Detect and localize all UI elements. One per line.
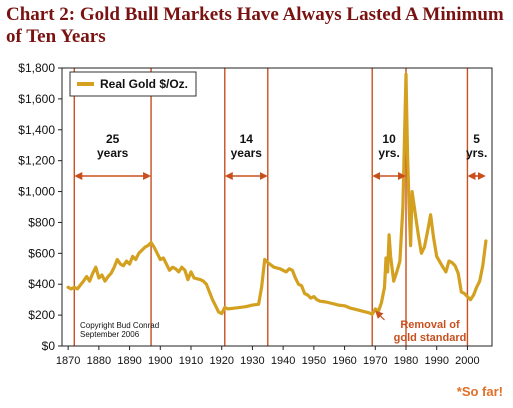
copyright-line-1: Copyright Bud Conrad (80, 321, 159, 330)
duration-unit: years (97, 146, 129, 160)
x-tick-label: 1890 (117, 355, 141, 367)
y-tick-label: $400 (28, 277, 55, 291)
legend-label: Real Gold $/Oz. (100, 77, 188, 91)
duration-unit: yrs. (466, 146, 487, 160)
x-tick-label: 1900 (148, 355, 172, 367)
x-tick-label: 1960 (332, 355, 356, 367)
gold-price-line (66, 72, 488, 316)
y-tick-label: $1,000 (18, 185, 55, 199)
x-tick-label: 1910 (179, 355, 203, 367)
x-tick-label: 1980 (394, 355, 418, 367)
y-tick-label: $1,200 (18, 154, 55, 168)
footnote: *So far! (456, 384, 503, 399)
duration-unit: yrs. (378, 146, 399, 160)
x-tick-label: 1990 (424, 355, 448, 367)
y-tick-label: $1,600 (18, 92, 55, 106)
y-tick-label: $1,800 (18, 61, 55, 75)
duration-number: 5 (473, 132, 480, 146)
duration-number: 10 (382, 132, 396, 146)
x-tick-label: 1970 (363, 355, 387, 367)
x-tick-label: 1930 (240, 355, 264, 367)
x-tick-label: 1880 (87, 355, 111, 367)
y-tick-label: $1,400 (18, 123, 55, 137)
duration-number: 14 (240, 132, 254, 146)
legend: Real Gold $/Oz. (69, 71, 197, 97)
y-tick-label: $800 (28, 215, 55, 229)
x-tick-label: 1940 (271, 355, 295, 367)
duration-unit: years (231, 146, 263, 160)
duration-number: 25 (106, 132, 120, 146)
y-tick-label: $600 (28, 246, 55, 260)
plot-frame (61, 67, 493, 347)
y-tick-label: $0 (42, 339, 56, 353)
chart-title: Chart 2: Gold Bull Markets Have Always L… (6, 4, 504, 47)
x-tick-label: 1950 (302, 355, 326, 367)
removal-label-line-1: Removal of (400, 319, 460, 331)
removal-label-line-2: gold standard (394, 332, 467, 344)
x-tick-label: 1870 (56, 355, 80, 367)
copyright-line-2: September 2006 (80, 330, 140, 339)
y-tick-label: $200 (28, 308, 55, 322)
x-tick-label: 1920 (209, 355, 233, 367)
x-tick-label: 2000 (455, 355, 479, 367)
removal-pointer (375, 310, 385, 321)
